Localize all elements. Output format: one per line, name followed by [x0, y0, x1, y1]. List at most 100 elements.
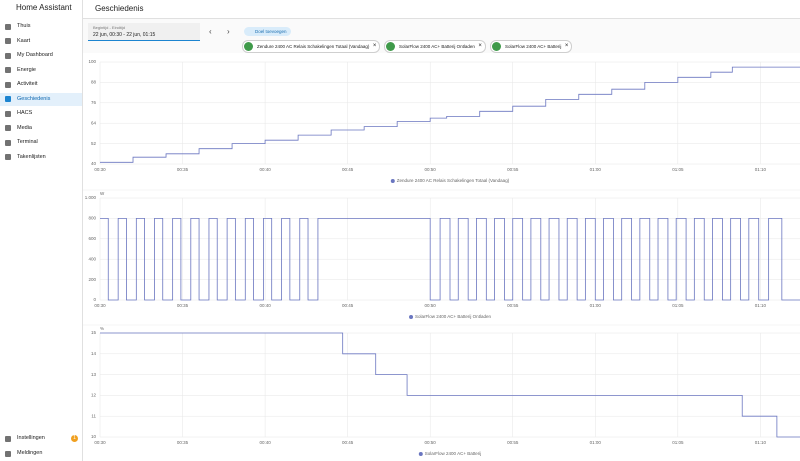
chart: 10 11 12 13 14 15 00:30 00:35 00:40 00:45 00:50 00:… — [83, 326, 800, 461]
target-chip[interactable]: SolarFlow 2400 AC+ Batterij × — [490, 40, 573, 53]
y-tick-label: 400 — [88, 256, 96, 261]
chip-remove[interactable]: × — [478, 43, 482, 49]
nav-item[interactable]: Instellingen 1 — [0, 432, 82, 445]
x-tick-label: 00:50 — [425, 167, 437, 172]
nav-item[interactable]: Geschiedenis — [0, 92, 82, 106]
x-tick-label: 00:40 — [259, 440, 271, 445]
chart: 0 200 400 600 800 1.000 00:30 00:35 00:40 00:45 00… — [83, 191, 800, 324]
chip-remove[interactable]: × — [372, 43, 377, 49]
nav-item[interactable]: Meldingen — [0, 447, 82, 460]
app-title: Home Assistant — [16, 3, 72, 12]
y-tick-label: 76 — [91, 100, 97, 105]
nav-icon — [5, 96, 11, 102]
x-tick-label: 00:40 — [259, 303, 271, 308]
y-tick-label: 15 — [91, 330, 97, 335]
x-tick-label: 01:00 — [590, 167, 602, 172]
add-target-button[interactable]: Doel toevoegen — [244, 27, 291, 36]
next-button[interactable]: › — [227, 27, 230, 36]
legend-label: SolarFlow 2400 AC+ Batterij Ontladen — [415, 314, 491, 319]
x-tick-label: 00:45 — [342, 303, 354, 308]
nav-icon — [5, 154, 11, 160]
data-line — [100, 218, 800, 301]
nav-item[interactable]: Media — [0, 122, 82, 135]
legend-marker — [390, 179, 395, 183]
nav-label: Meldingen — [17, 450, 43, 456]
picker-value: 22 jun, 00:30 - 22 jun, 01:15 — [93, 32, 156, 38]
nav-icon — [5, 125, 11, 131]
nav-item[interactable]: My Dashboard — [0, 49, 82, 62]
chart: 40 52 64 76 88 100 00:30 00:35 00:40 00:45 00:50 00… — [83, 53, 800, 189]
nav-icon — [5, 110, 11, 117]
x-tick-label: 01:00 — [590, 303, 602, 308]
nav-label: Media — [17, 124, 32, 131]
chip-icon — [386, 42, 395, 51]
badge: 1 — [71, 435, 78, 442]
y-tick-label: 13 — [91, 372, 97, 377]
chip-label: Zendure 2400 AC Relais Schakelingen Tota… — [257, 44, 370, 49]
x-tick-label: 00:30 — [94, 303, 106, 308]
nav-item[interactable]: Kaart — [0, 35, 82, 48]
y-tick-label: 1.000 — [85, 195, 97, 200]
nav-icon — [5, 139, 11, 146]
target-chip[interactable]: SolarFlow 2400 AC+ Batterij Ontladen × — [384, 40, 486, 53]
nav-item[interactable]: Thuis — [0, 20, 82, 33]
nav-item[interactable]: HACS — [0, 107, 82, 120]
y-tick-label: 12 — [91, 393, 97, 398]
x-tick-label: 00:50 — [425, 303, 437, 308]
x-tick-label: 00:35 — [177, 167, 189, 172]
chip-remove[interactable]: × — [564, 43, 569, 49]
nav-item[interactable]: Takenlijsten — [0, 151, 82, 164]
nav-item[interactable]: Energie — [0, 64, 82, 77]
x-tick-label: 00:55 — [507, 440, 519, 445]
x-tick-label: 00:30 — [94, 440, 106, 445]
y-tick-label: 40 — [91, 161, 97, 166]
x-tick-label: 01:10 — [755, 440, 767, 445]
sidebar: Home Assistant Thuis Kaart My Dashboard Ene… — [0, 0, 83, 461]
y-tick-label: 200 — [88, 277, 96, 282]
nav-label: Geschiedenis — [17, 95, 51, 102]
x-tick-label: 01:05 — [672, 303, 684, 308]
axis-unit: W — [100, 191, 105, 196]
nav-label: Instellingen — [17, 435, 45, 441]
y-tick-label: 88 — [91, 80, 97, 85]
x-tick-label: 01:00 — [590, 440, 602, 445]
x-tick-label: 00:55 — [507, 167, 519, 172]
x-tick-label: 00:30 — [94, 167, 106, 172]
y-tick-label: 800 — [88, 216, 96, 221]
target-chip[interactable]: Zendure 2400 AC Relais Schakelingen Tota… — [242, 40, 381, 53]
nav-item[interactable]: Activiteit — [0, 78, 82, 91]
nav-item[interactable]: Terminal — [0, 136, 82, 149]
y-tick-label: 64 — [91, 120, 97, 125]
x-tick-label: 00:55 — [507, 303, 519, 308]
x-tick-label: 01:10 — [755, 167, 767, 172]
header: Geschiedenis — [83, 0, 800, 19]
y-tick-label: 600 — [88, 236, 96, 241]
prev-button[interactable]: ‹ — [209, 27, 212, 36]
picker-label: Begintijd - Eindtijd — [93, 25, 126, 30]
date-picker[interactable]: Begintijd - Eindtijd 22 jun, 00:30 - 22 … — [88, 23, 200, 41]
axis-unit: % — [100, 326, 104, 331]
nav-icon — [5, 52, 11, 59]
nav-icon — [5, 67, 11, 73]
legend-label: SolarFlow 2400 AC+ Batterij — [425, 451, 481, 456]
nav-label: My Dashboard — [17, 52, 53, 58]
data-line — [100, 332, 800, 438]
x-tick-label: 00:50 — [425, 440, 437, 445]
nav-label: Energie — [17, 66, 36, 73]
data-line — [100, 66, 800, 163]
x-tick-label: 00:35 — [177, 303, 189, 308]
nav-label: Terminal — [17, 139, 38, 145]
nav-label: Takenlijsten — [17, 153, 46, 160]
nav-icon — [5, 450, 11, 457]
nav-label: Thuis — [17, 23, 31, 29]
nav-icon — [5, 81, 11, 88]
nav-icon — [5, 38, 11, 44]
chip-icon — [492, 42, 501, 51]
y-tick-label: 11 — [91, 413, 96, 418]
x-tick-label: 00:35 — [177, 440, 189, 445]
page-title: Geschiedenis — [95, 4, 144, 13]
y-tick-label: 10 — [91, 434, 97, 439]
x-tick-label: 01:10 — [755, 303, 767, 308]
nav-label: Kaart — [17, 37, 31, 44]
